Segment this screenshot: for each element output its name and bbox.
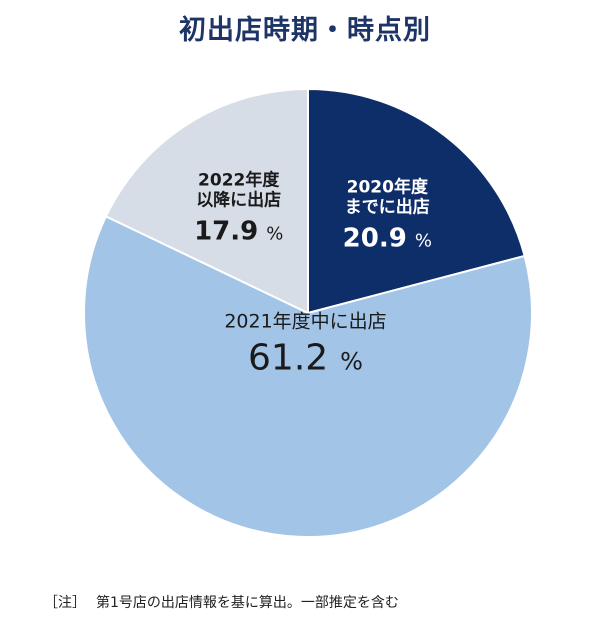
slice-label-line: までに出店 xyxy=(345,196,430,217)
footnote: ［注］ 第1号店の出店情報を基に算出。一部推定を含む xyxy=(44,592,409,612)
slice-label-line: 2022年度 xyxy=(198,169,280,190)
pie-slices xyxy=(83,87,533,538)
slice-label-line: 2020年度 xyxy=(347,176,429,197)
slice-value: 17.9 xyxy=(194,217,258,247)
slice-value-label: 61.2% xyxy=(248,337,363,378)
slice-label-line: 以降に出店 xyxy=(196,189,281,210)
slice-unit: % xyxy=(266,224,283,245)
pie-slice-3 xyxy=(104,87,309,315)
slice-unit: % xyxy=(340,347,363,375)
footnote-marker: ［注］ xyxy=(44,595,86,611)
slice-label-line: 2021年度中に出店 xyxy=(224,311,386,333)
chart-title: 初出店時期・時点別 xyxy=(179,15,431,46)
slice-label-2: 2021年度中に出店 61.2% xyxy=(224,311,386,379)
slice-value-label: 20.9% xyxy=(343,224,432,254)
slice-unit: % xyxy=(415,231,432,252)
slice-value-label: 17.9% xyxy=(194,217,283,247)
slice-value: 20.9 xyxy=(343,224,407,254)
pie-slice-1 xyxy=(307,87,526,315)
slice-value: 61.2 xyxy=(248,337,328,378)
footnote-text: 第1号店の出店情報を基に算出。一部推定を含む xyxy=(96,595,399,611)
pie-slice-2 xyxy=(83,215,533,538)
